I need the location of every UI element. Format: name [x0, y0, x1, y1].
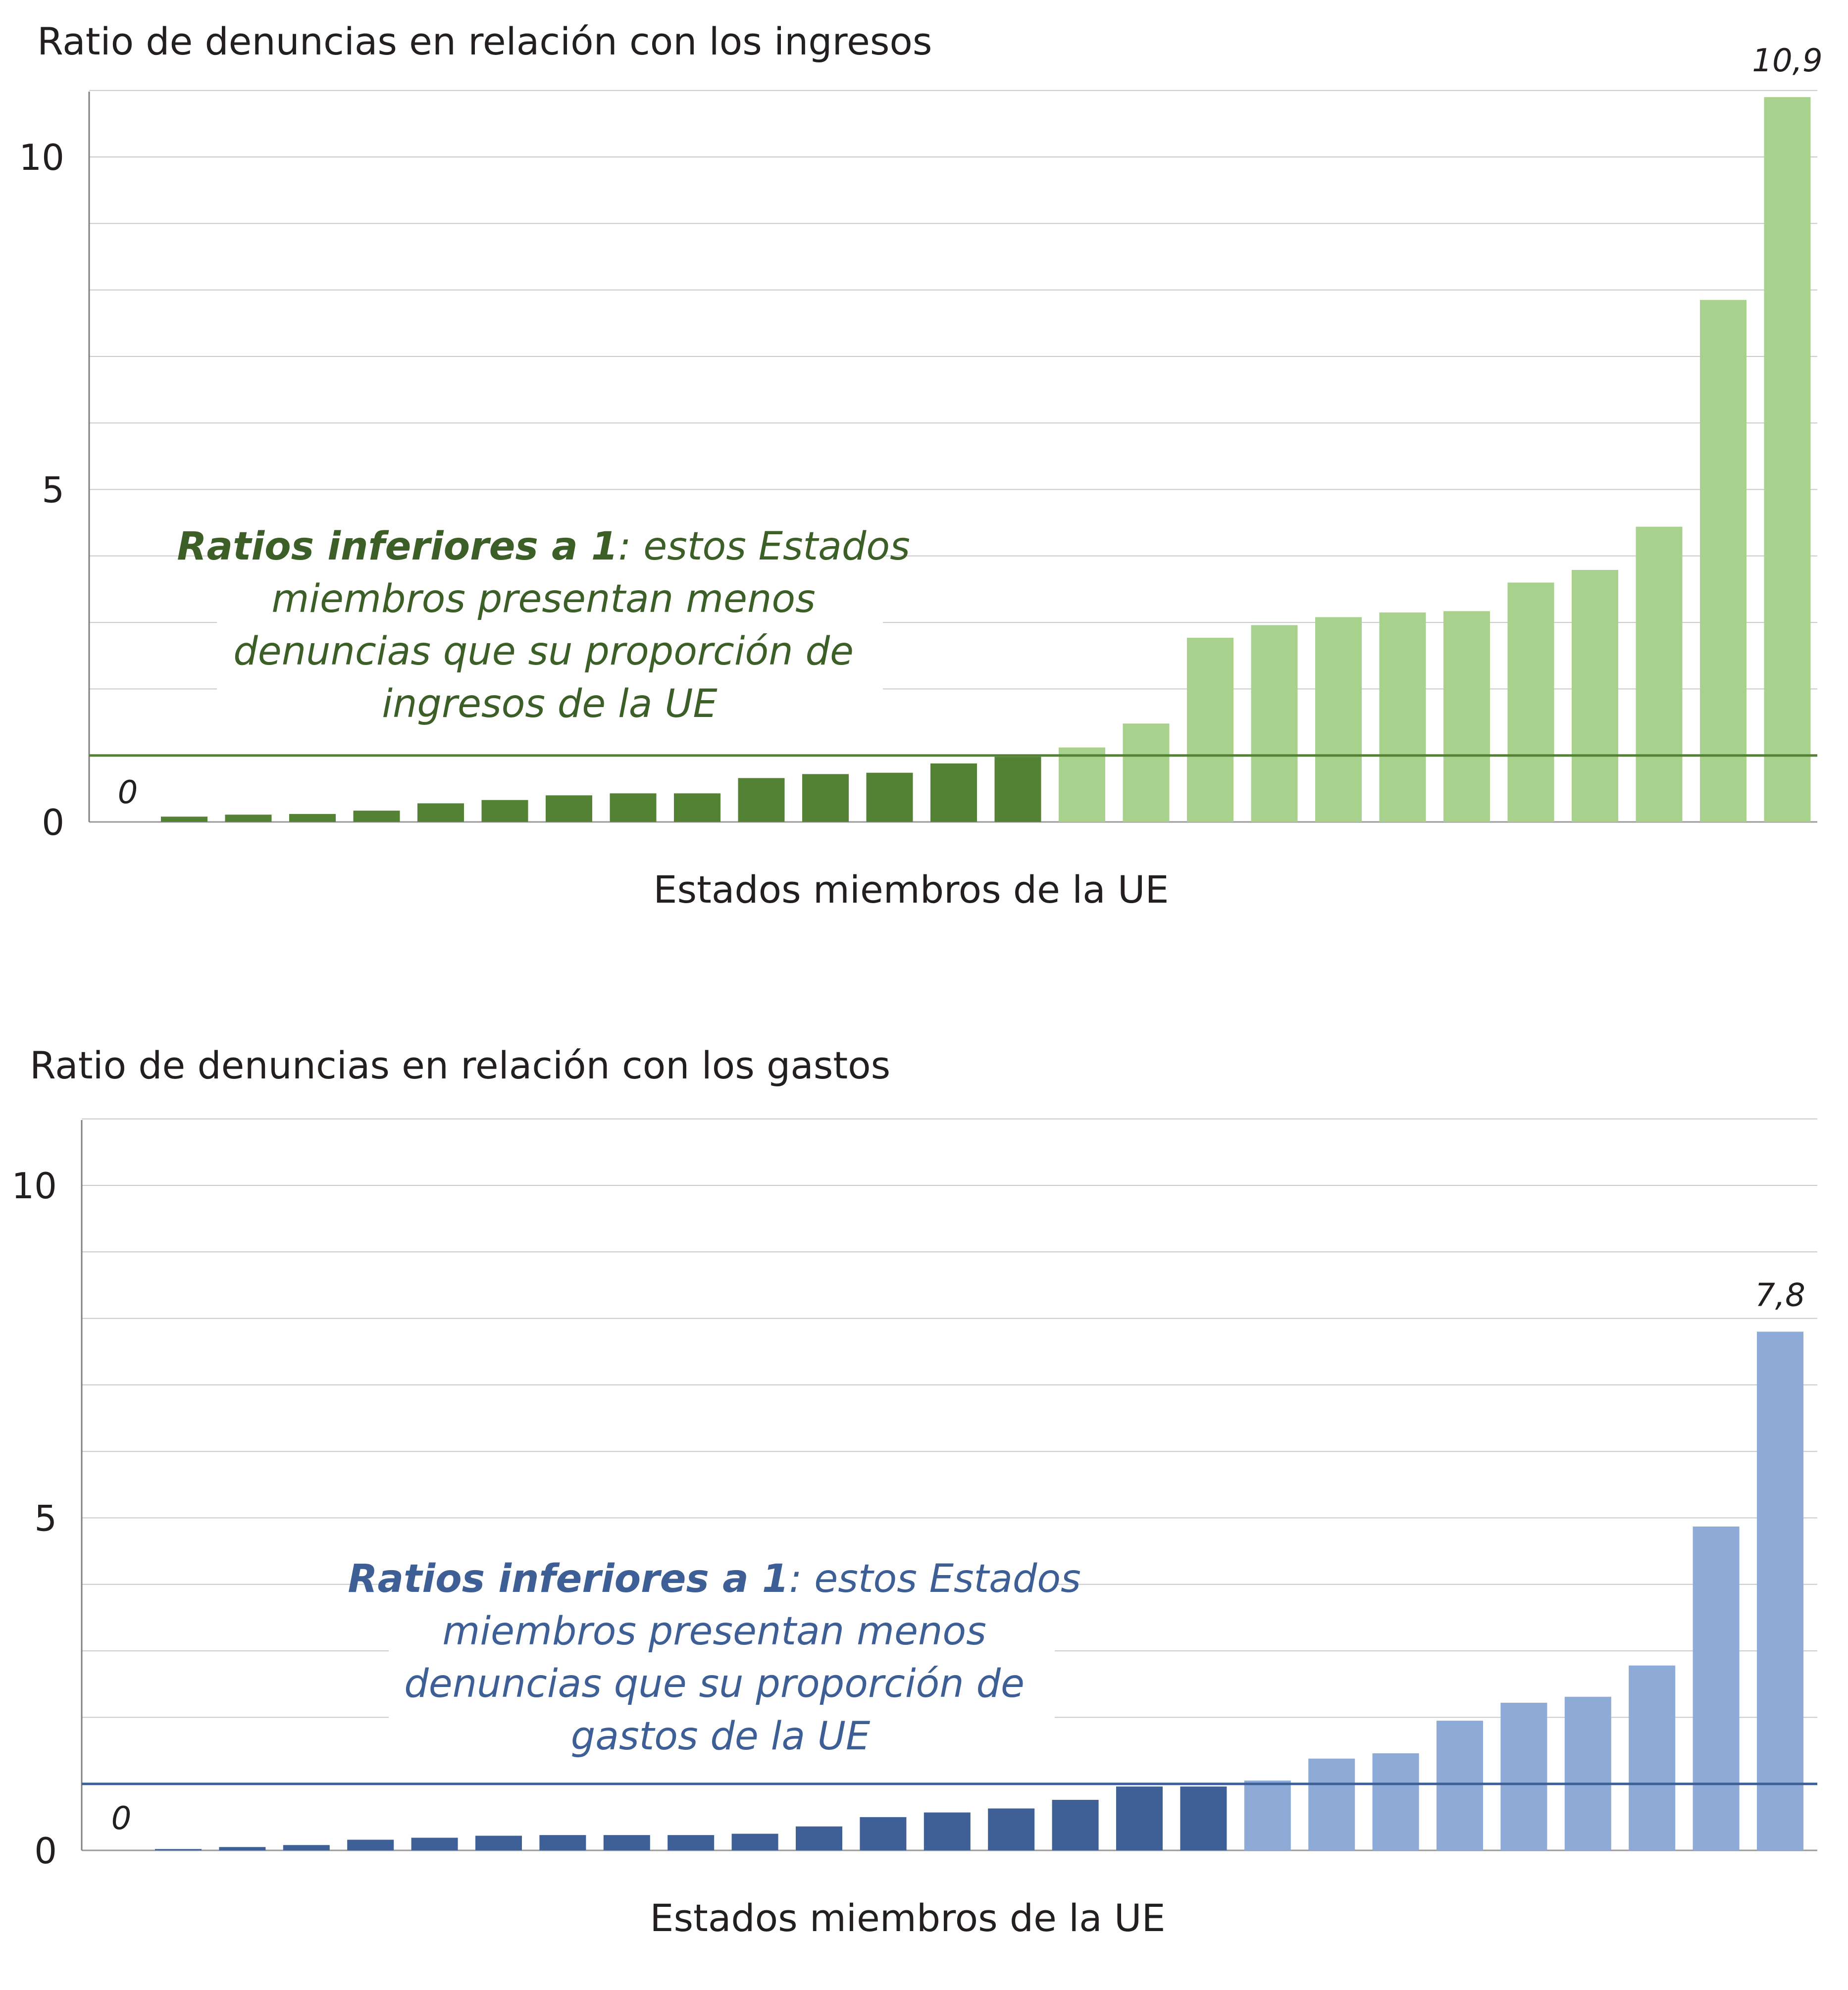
bar [481, 800, 528, 822]
x-axis-label: Estados miembros de la UE [650, 1896, 1165, 1940]
bar [1123, 723, 1170, 822]
annotation-line-3: denuncias que su proporción de [404, 1662, 1025, 1706]
bar [610, 793, 657, 822]
bar [219, 1847, 266, 1850]
zero-value-label: 0 [118, 774, 138, 811]
max-value-label: 10,9 [1752, 43, 1823, 79]
chart-title: Ratio de denuncias en relación con los g… [30, 1043, 890, 1087]
bar [1187, 637, 1233, 822]
annotation-line-1: Ratios inferiores a 1: estos Estados [177, 524, 910, 569]
y-axis-labels: 0 5 10 [19, 137, 64, 843]
annotation-text: Ratios inferiores a 1: estos Estados mie… [348, 1557, 1093, 1759]
bar [1116, 1786, 1163, 1850]
annotation-line-1: Ratios inferiores a 1: estos Estados [348, 1557, 1080, 1601]
bars [161, 97, 1811, 822]
annotation-line-3: denuncias que su proporción de [233, 629, 854, 674]
bars [155, 1331, 1803, 1850]
bar [283, 1845, 330, 1850]
bar [796, 1826, 842, 1850]
bar [539, 1835, 586, 1850]
bar [289, 814, 336, 822]
bar [411, 1837, 458, 1850]
bar [731, 1834, 778, 1850]
bar [1507, 582, 1554, 822]
annotation-line-4: ingresos de la UE [382, 682, 718, 726]
bar [1315, 617, 1362, 822]
bar [988, 1808, 1035, 1850]
y-tick-label: 10 [11, 1165, 57, 1207]
bar [860, 1817, 907, 1850]
bar [994, 757, 1041, 822]
bar [475, 1836, 522, 1850]
annotation-text: Ratios inferiores a 1: estos Estados mie… [177, 524, 922, 726]
annotation-rest: : estos Estados [789, 1557, 1081, 1601]
bar [1757, 1331, 1803, 1850]
chart-expenditure: Ratio de denuncias en relación con los g… [11, 1043, 1817, 1940]
bar [802, 774, 849, 822]
annotation-background [389, 1557, 1055, 1745]
y-tick-label: 5 [42, 469, 64, 511]
bar [738, 778, 785, 822]
max-value-label: 7,8 [1755, 1277, 1805, 1314]
bar [1059, 747, 1105, 822]
bar [1443, 611, 1490, 822]
bar [1244, 1780, 1291, 1850]
annotation-line-4: gastos de la UE [571, 1714, 871, 1759]
bar [1564, 1696, 1611, 1850]
bar [1372, 1753, 1419, 1850]
bar [225, 815, 272, 822]
y-tick-label: 5 [34, 1498, 57, 1539]
bar [1764, 97, 1811, 822]
bar [1500, 1702, 1547, 1850]
bar [930, 763, 977, 822]
zero-value-label: 0 [111, 1800, 132, 1837]
bar [1572, 570, 1618, 822]
bar [161, 816, 207, 822]
bar [1693, 1526, 1740, 1850]
bar [417, 803, 464, 822]
bar [155, 1849, 202, 1850]
bar [1629, 1665, 1676, 1850]
y-tick-label: 0 [42, 802, 64, 843]
annotation-bold: Ratios inferiores a 1 [348, 1557, 789, 1601]
bar [603, 1835, 650, 1850]
bar [1180, 1786, 1227, 1850]
chart-income: Ratio de denuncias en relación con los i… [19, 19, 1822, 912]
annotation-bold: Ratios inferiores a 1 [177, 524, 618, 569]
bar [1251, 625, 1298, 822]
bar [924, 1812, 971, 1850]
y-tick-label: 10 [19, 137, 64, 178]
bar [1636, 526, 1683, 822]
x-axis-label: Estados miembros de la UE [653, 867, 1169, 912]
bar [667, 1835, 715, 1850]
bar [1052, 1799, 1099, 1850]
bar [866, 772, 913, 822]
bar [1379, 612, 1426, 822]
y-axis-labels: 0 5 10 [11, 1165, 57, 1872]
annotation-line-2: miembros presentan menos [442, 1609, 986, 1654]
bar [1700, 300, 1746, 822]
bar [353, 811, 400, 822]
y-tick-label: 0 [34, 1830, 57, 1872]
bar [1308, 1758, 1355, 1850]
bar [546, 795, 592, 822]
bar [1437, 1721, 1483, 1850]
annotation-line-2: miembros presentan menos [271, 577, 815, 621]
chart-title: Ratio de denuncias en relación con los i… [37, 19, 932, 63]
annotation-background [217, 525, 883, 713]
bar [347, 1839, 394, 1850]
bar [674, 793, 720, 822]
annotation-rest: : estos Estados [618, 524, 910, 569]
